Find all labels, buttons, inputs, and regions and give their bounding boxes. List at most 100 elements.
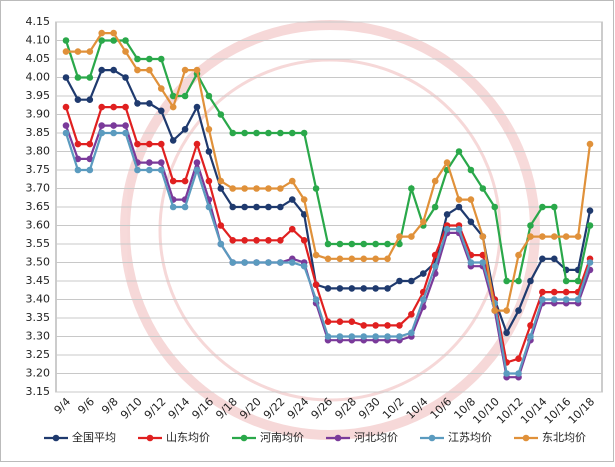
data-point: [372, 285, 379, 292]
y-tick-label: 3.85: [26, 126, 51, 139]
data-point: [372, 255, 379, 263]
data-point: [336, 240, 344, 248]
data-point: [86, 155, 94, 163]
data-point: [229, 203, 237, 211]
data-point: [431, 177, 439, 185]
y-tick-label: 3.30: [26, 330, 51, 343]
data-point: [360, 322, 368, 329]
data-point: [539, 203, 546, 211]
data-point: [467, 196, 475, 203]
y-tick-label: 3.25: [26, 348, 51, 361]
y-tick-label: 3.35: [26, 311, 51, 324]
y-tick-label: 3.40: [26, 293, 51, 306]
data-point: [122, 48, 129, 55]
data-point: [479, 185, 487, 192]
data-point: [336, 255, 344, 263]
y-tick-label: 4.00: [26, 71, 51, 84]
data-point: [74, 48, 82, 55]
data-point: [360, 255, 368, 263]
data-point: [265, 237, 272, 244]
data-point: [527, 222, 534, 229]
data-point: [455, 148, 463, 155]
data-point: [241, 203, 248, 211]
data-point: [157, 166, 165, 174]
data-point: [574, 277, 582, 285]
data-point: [419, 296, 427, 303]
data-point: [455, 203, 463, 211]
data-point: [312, 281, 320, 289]
y-tick-label: 3.65: [26, 200, 51, 213]
data-point: [110, 29, 117, 37]
data-point: [62, 48, 70, 55]
data-point: [122, 122, 129, 129]
data-point: [431, 203, 439, 211]
data-point: [146, 166, 153, 174]
data-point: [146, 100, 153, 107]
data-point: [157, 85, 165, 92]
data-point: [479, 259, 487, 266]
data-point: [324, 318, 332, 326]
data-point: [431, 262, 439, 270]
legend-label: 河南均价: [260, 431, 304, 444]
data-point: [205, 177, 213, 185]
data-point: [324, 285, 332, 292]
data-point: [586, 222, 594, 229]
data-point: [396, 277, 403, 285]
data-point: [539, 288, 546, 296]
data-point: [265, 129, 272, 137]
y-tick-label: 3.50: [26, 256, 51, 269]
data-point: [277, 129, 284, 137]
watermark: [120, 20, 540, 440]
data-point: [396, 240, 403, 248]
data-point: [62, 37, 70, 44]
data-point: [288, 129, 296, 137]
data-point: [217, 240, 225, 248]
data-point: [408, 233, 415, 240]
data-point: [122, 103, 129, 111]
data-point: [265, 259, 272, 266]
data-point: [181, 92, 189, 100]
data-point: [527, 233, 534, 240]
data-point: [241, 185, 248, 192]
data-point: [193, 159, 201, 166]
data-point: [443, 159, 451, 166]
y-tick-label: 3.45: [26, 274, 51, 287]
data-point: [372, 333, 379, 340]
data-point: [74, 166, 82, 174]
legend-marker: [240, 434, 248, 442]
data-point: [86, 74, 94, 81]
data-point: [229, 129, 237, 137]
data-point: [157, 55, 165, 63]
data-point: [312, 185, 320, 192]
data-point: [396, 333, 403, 340]
data-point: [146, 55, 153, 63]
data-point: [169, 92, 177, 100]
data-point: [74, 96, 82, 103]
data-point: [300, 237, 308, 244]
data-point: [300, 196, 308, 203]
data-point: [146, 140, 153, 148]
data-point: [62, 74, 70, 81]
data-point: [98, 129, 106, 137]
y-tick-label: 3.15: [26, 385, 51, 398]
data-point: [146, 159, 153, 166]
data-point: [360, 285, 368, 292]
y-tick-label: 4.05: [26, 52, 51, 65]
data-point: [419, 218, 427, 226]
data-point: [253, 185, 260, 192]
data-point: [205, 126, 213, 133]
data-point: [574, 296, 582, 303]
data-point: [134, 66, 141, 74]
data-point: [396, 233, 403, 240]
data-point: [98, 29, 106, 37]
data-point: [467, 259, 475, 266]
data-point: [122, 74, 129, 81]
data-point: [419, 270, 427, 277]
data-point: [491, 203, 499, 211]
data-point: [336, 318, 344, 326]
data-point: [134, 140, 141, 148]
data-point: [503, 277, 510, 285]
data-point: [157, 107, 165, 115]
data-point: [443, 211, 451, 218]
data-point: [229, 237, 237, 244]
